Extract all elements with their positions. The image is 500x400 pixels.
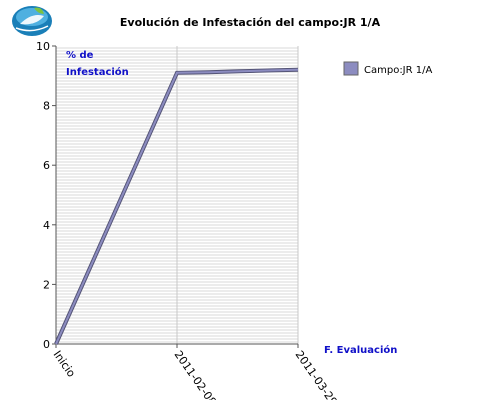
y-tick-label: 0 [43, 338, 50, 351]
y-tick-label: 10 [36, 40, 50, 53]
series-line [55, 68, 299, 345]
x-tick-label: Inicio [51, 348, 78, 380]
leaf-globe-logo-icon [12, 6, 52, 36]
x-tick-label: 2011-03-29 [293, 348, 340, 400]
y-axis-label: Infestación [66, 66, 129, 78]
y-tick-label: 4 [43, 219, 50, 232]
chart-title: Evolución de Infestación del campo:JR 1/… [119, 16, 381, 29]
x-tick-label: 2011-02-08 [172, 348, 219, 400]
legend-swatch [343, 61, 359, 76]
x-axis-label: F. Evaluación [324, 344, 397, 356]
y-tick-label: 6 [43, 159, 50, 172]
y-tick-label: 8 [43, 100, 50, 113]
y-axis-label: % de [66, 50, 94, 61]
legend-label: Campo:JR 1/A [364, 65, 432, 76]
y-tick-label: 2 [43, 278, 50, 291]
